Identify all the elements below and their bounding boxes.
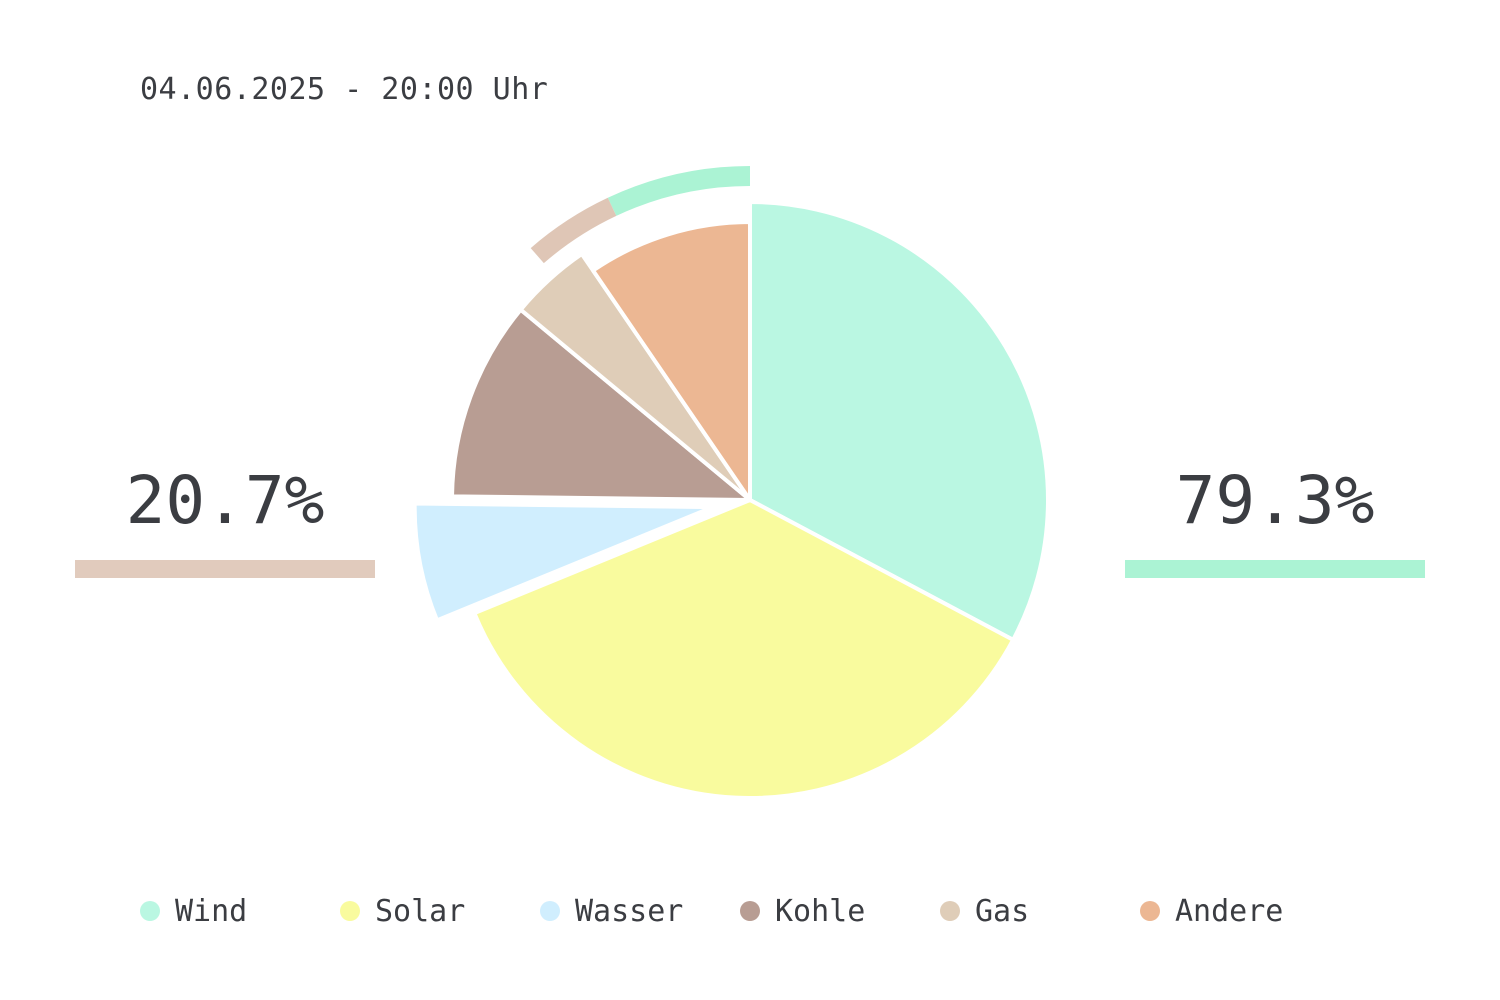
share-renewable-value: 79.3%: [1175, 462, 1375, 539]
pie-slice-gas: [518, 252, 752, 502]
outer-ring-segment-1: [607, 166, 751, 216]
legend-label-andere: Andere: [1175, 893, 1284, 929]
pie-slice-solar: [472, 498, 1016, 800]
share-non-renewable: 20.7%: [75, 468, 375, 578]
outer-ring-segment-2: [530, 197, 617, 264]
legend-item-wasser: Wasser: [540, 893, 683, 929]
outer-ring: [530, 166, 751, 264]
pie-slice-andere: [591, 220, 752, 502]
legend-label-solar: Solar: [375, 893, 466, 929]
legend-dot-gas: [940, 901, 960, 921]
share-non-renewable-value: 20.7%: [125, 462, 325, 539]
legend-item-gas: Gas: [940, 893, 1029, 929]
share-non-renewable-bar: [75, 560, 375, 578]
legend-item-andere: Andere: [1140, 893, 1283, 929]
share-renewable: 79.3%: [1125, 468, 1425, 578]
pie-slices: [412, 200, 1050, 800]
chart-timestamp: 04.06.2025 - 20:00 Uhr: [140, 72, 549, 107]
legend-dot-wasser: [540, 901, 560, 921]
pie-slice-wind: [748, 200, 1050, 642]
pie-slice-kohle: [450, 307, 752, 502]
legend-label-gas: Gas: [975, 893, 1030, 929]
share-renewable-bar: [1125, 560, 1425, 578]
pie-slice-wasser: [412, 501, 715, 623]
legend-item-solar: Solar: [340, 893, 465, 929]
legend-item-kohle: Kohle: [740, 893, 865, 929]
legend-label-wasser: Wasser: [575, 893, 684, 929]
legend-label-wind: Wind: [175, 893, 248, 929]
legend-label-kohle: Kohle: [775, 893, 866, 929]
legend-dot-kohle: [740, 901, 760, 921]
legend-dot-andere: [1140, 901, 1160, 921]
legend-dot-wind: [140, 901, 160, 921]
legend-dot-solar: [340, 901, 360, 921]
legend-item-wind: Wind: [140, 893, 247, 929]
